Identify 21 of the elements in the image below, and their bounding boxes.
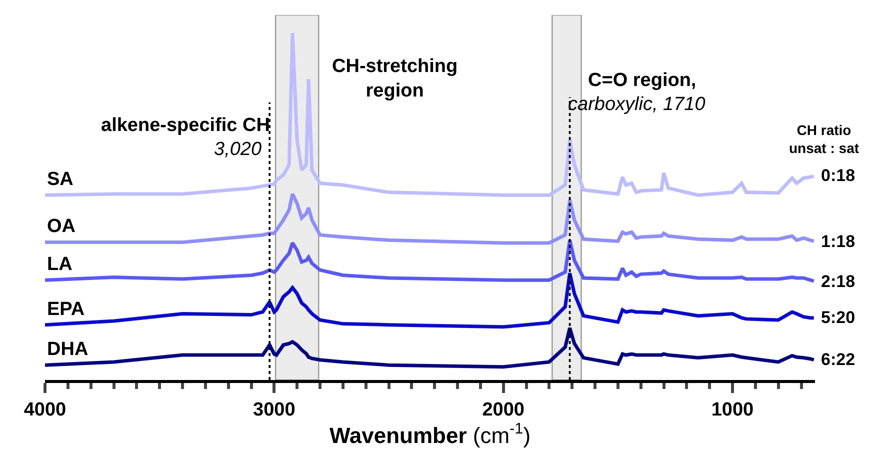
text: 1:18 bbox=[821, 232, 856, 251]
text: 2:18 bbox=[821, 272, 856, 291]
series-label: OA bbox=[47, 216, 76, 237]
annotation: CH ratio unsat : sat bbox=[789, 122, 860, 156]
x-tick-label: 2000 bbox=[482, 400, 524, 421]
ref-line-label: carboxylic, 1710 bbox=[568, 94, 706, 115]
text: 6:22 bbox=[821, 350, 856, 369]
x-tick-label: 4000 bbox=[24, 400, 66, 421]
x-tick-label: 1000 bbox=[711, 400, 754, 421]
band-label: CH-stretching region bbox=[332, 56, 458, 102]
x-axis-title: Wavenumber (cm$^{-1}$) bbox=[329, 420, 531, 448]
band-label: C=O region, bbox=[588, 70, 696, 91]
series-label: LA bbox=[47, 254, 73, 275]
series-label: DHA bbox=[47, 339, 88, 360]
x-tick-label: 3000 bbox=[253, 400, 296, 421]
annotation: alkene-specific CH bbox=[101, 115, 270, 136]
series-label: SA bbox=[47, 169, 74, 190]
text: 5:20 bbox=[821, 308, 856, 327]
text: 0:18 bbox=[821, 166, 856, 185]
ref-line-label: 3,020 bbox=[214, 139, 262, 160]
series-label: EPA bbox=[47, 299, 85, 320]
